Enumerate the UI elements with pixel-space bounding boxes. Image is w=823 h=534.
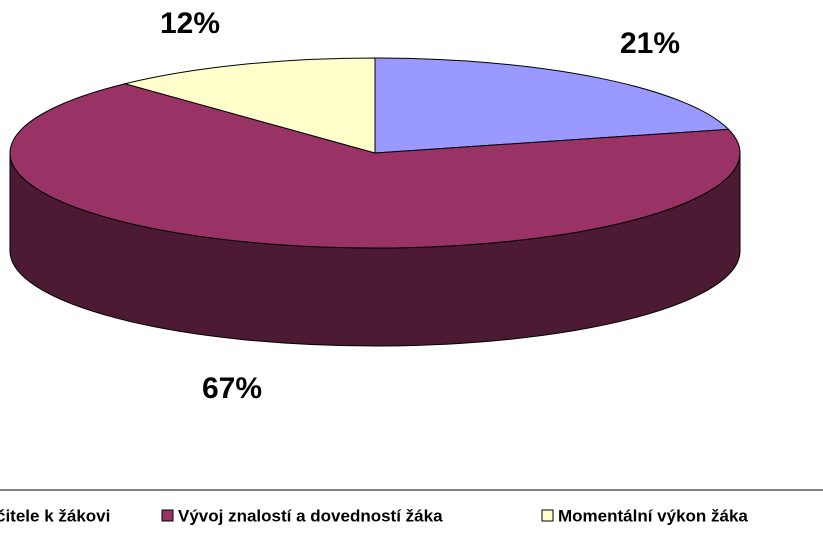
data-label: 21%: [620, 27, 680, 60]
data-label: 67%: [202, 372, 262, 405]
legend-label: Vývoj znalostí a dovedností žáka: [178, 506, 443, 525]
legend-label: čitele k žákovi: [0, 506, 110, 525]
legend-swatch: [161, 509, 174, 522]
slice: [123, 57, 376, 154]
slice: [374, 57, 730, 154]
slice: [9, 83, 741, 249]
legend-label: Momentální výkon žáka: [558, 506, 748, 525]
legend-swatch: [541, 509, 554, 522]
data-label: 12%: [160, 7, 220, 40]
